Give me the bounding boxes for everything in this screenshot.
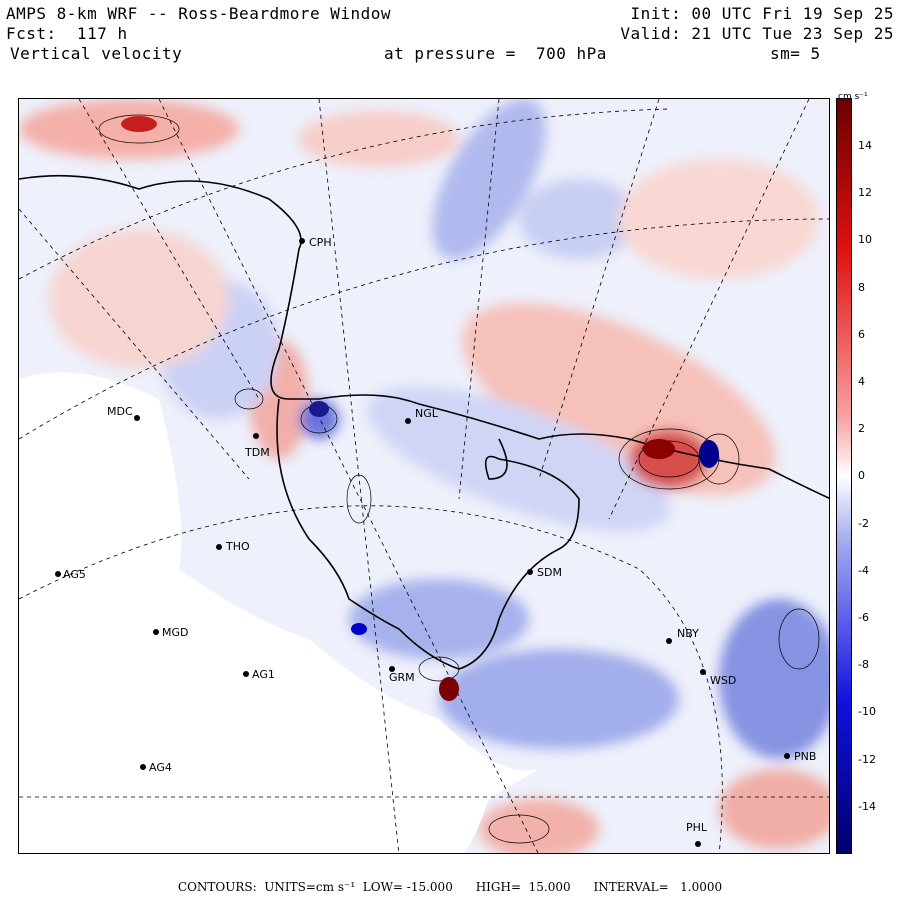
station-label: NGL — [415, 407, 439, 420]
forecast-hour: Fcst: 117 h — [6, 24, 128, 43]
station-label: AG4 — [149, 761, 172, 774]
station-dot — [666, 638, 672, 644]
map-canvas: CPH MDC TDM NGL THO AG5 MGD AG1 AG4 SDM … — [19, 99, 829, 853]
station-dot — [134, 415, 140, 421]
velocity-field — [19, 99, 829, 853]
station-label: CPH — [309, 236, 332, 249]
ice-shelf-edge — [276, 398, 580, 670]
station-label: WSD — [710, 674, 736, 687]
masked-terrain-region — [19, 372, 539, 853]
map-title: AMPS 8-km WRF -- Ross-Beardmore Window — [6, 4, 392, 23]
colorbar-tick-label: -10 — [858, 705, 876, 719]
station-label: TDM — [244, 446, 270, 459]
colorbar-tick-label: -4 — [858, 563, 869, 577]
colorbar-tick-label: -6 — [858, 611, 869, 624]
station-label: NBY — [677, 627, 699, 640]
station-label: AG5 — [63, 568, 86, 581]
colorbar-tick-label: 10 — [858, 233, 872, 247]
colorbar-tick-label: 2 — [858, 422, 865, 436]
station-dot — [527, 569, 533, 575]
station-label: THO — [225, 540, 250, 553]
colorbar-units: cm s⁻¹ — [838, 92, 868, 102]
station-label: PNB — [794, 750, 816, 763]
colorbar-tick-label: -8 — [858, 658, 869, 672]
station-dot — [140, 764, 146, 770]
contour-info: CONTOURS: UNITS=cm s⁻¹ LOW= -15.000 HIGH… — [177, 880, 723, 894]
pressure-level: at pressure = 700 hPa — [384, 44, 607, 63]
contour-lines — [98, 114, 820, 844]
station-dot — [389, 666, 395, 672]
station-dot — [784, 753, 790, 759]
colorbar-tick-label: 8 — [858, 280, 865, 294]
station-label: GRM — [389, 671, 415, 684]
station-label: PHL — [686, 821, 708, 834]
station-label: MDC — [107, 405, 133, 418]
station-label: SDM — [537, 566, 562, 579]
station-dot — [55, 571, 61, 577]
colorbar-tick-label: 14 — [858, 139, 872, 152]
station-dot — [216, 544, 222, 550]
field-name: Vertical velocity — [10, 44, 183, 63]
station-dot — [243, 671, 249, 677]
colorbar-tick-label: 12 — [858, 186, 872, 200]
init-time: Init: 00 UTC Fri 19 Sep 25 — [630, 4, 894, 23]
station-markers: CPH MDC TDM NGL THO AG5 MGD AG1 AG4 SDM … — [55, 236, 816, 847]
colorbar-tick-label: -2 — [858, 516, 869, 530]
colorbar-tick-label: 0 — [858, 469, 865, 483]
intense-updraft-patches — [121, 116, 719, 701]
colorbar-tick-label: -12 — [858, 752, 876, 766]
colorbar-tick-label: -14 — [858, 799, 876, 813]
smoothing: sm= 5 — [770, 44, 821, 63]
station-label: MGD — [162, 626, 189, 639]
colorbar-tick-label: 6 — [858, 327, 865, 341]
station-dot — [700, 669, 706, 675]
station-label: AG1 — [252, 668, 275, 681]
station-dot — [253, 433, 259, 439]
colorbar — [836, 98, 852, 854]
station-dot — [299, 238, 305, 244]
vertical-velocity-map: CPH MDC TDM NGL THO AG5 MGD AG1 AG4 SDM … — [18, 98, 830, 854]
colorbar-tick-label: 4 — [858, 375, 865, 388]
graticule — [19, 99, 829, 853]
station-dot — [153, 629, 159, 635]
station-dot — [695, 841, 701, 847]
station-dot — [405, 418, 411, 424]
valid-time: Valid: 21 UTC Tue 23 Sep 25 — [620, 24, 894, 43]
